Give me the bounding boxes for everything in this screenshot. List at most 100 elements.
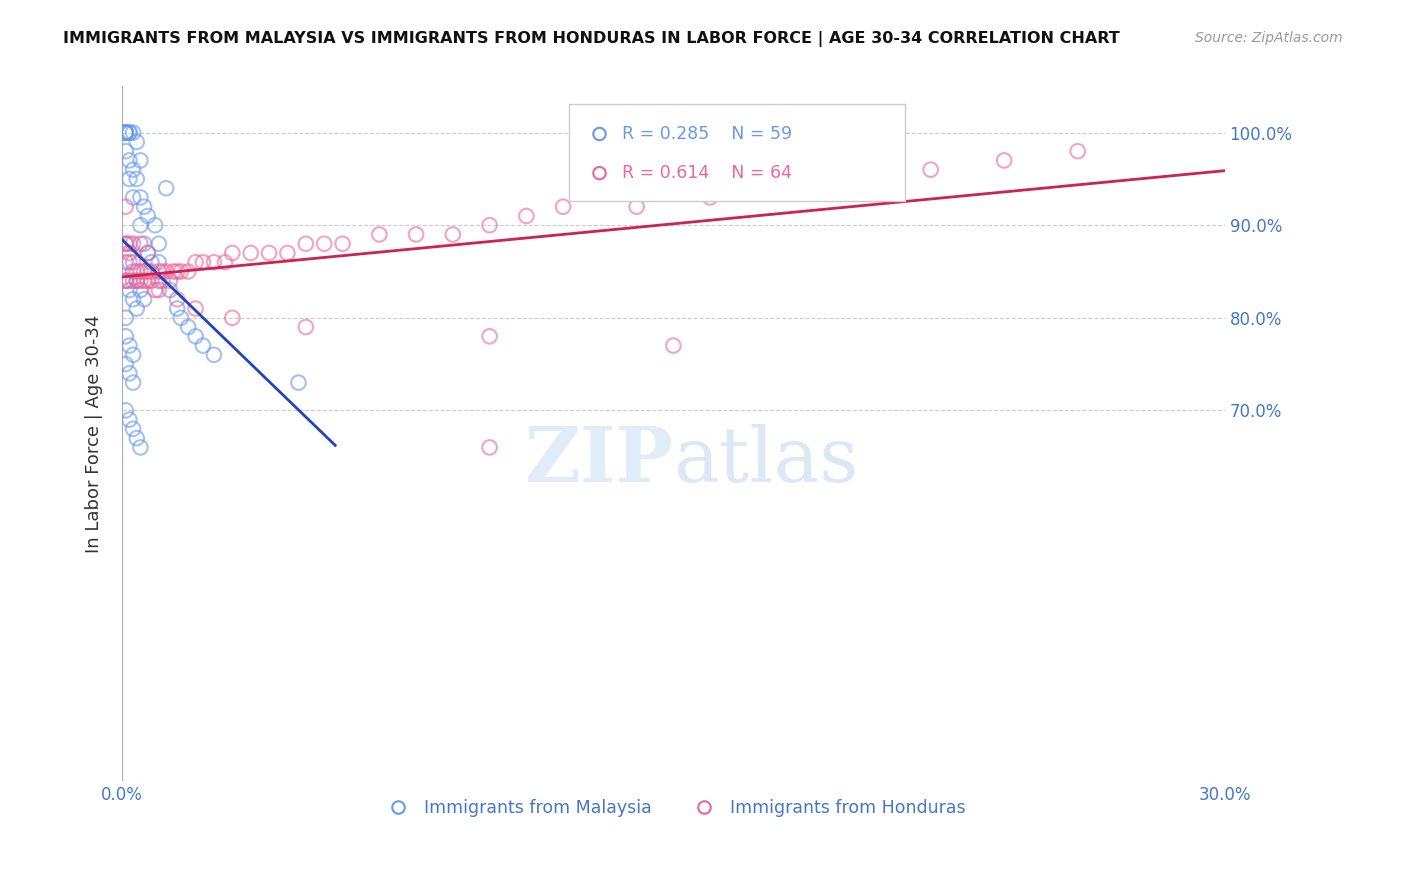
- Point: [114, 274, 136, 288]
- Point: [155, 264, 177, 278]
- Point: [662, 338, 685, 352]
- Point: [129, 218, 152, 232]
- Point: [332, 236, 354, 251]
- Point: [114, 126, 136, 140]
- Text: Source: ZipAtlas.com: Source: ZipAtlas.com: [1195, 31, 1343, 45]
- Point: [118, 283, 141, 297]
- Point: [314, 236, 336, 251]
- Point: [166, 301, 188, 316]
- Point: [122, 348, 145, 362]
- Point: [122, 376, 145, 390]
- Point: [148, 283, 170, 297]
- Point: [129, 190, 152, 204]
- Point: [553, 200, 575, 214]
- Point: [239, 246, 262, 260]
- Point: [129, 283, 152, 297]
- Point: [276, 246, 298, 260]
- Point: [125, 264, 148, 278]
- Point: [125, 301, 148, 316]
- Point: [114, 357, 136, 371]
- Point: [114, 200, 136, 214]
- Point: [214, 255, 236, 269]
- Point: [114, 126, 136, 140]
- Point: [114, 126, 136, 140]
- Point: [118, 246, 141, 260]
- Point: [441, 227, 464, 242]
- Point: [129, 274, 152, 288]
- Point: [118, 412, 141, 426]
- Point: [136, 264, 159, 278]
- Point: [257, 246, 280, 260]
- Point: [405, 227, 427, 242]
- Point: [132, 200, 155, 214]
- Point: [136, 246, 159, 260]
- Point: [132, 293, 155, 307]
- Point: [202, 255, 225, 269]
- Point: [118, 255, 141, 269]
- Text: R = 0.285    N = 59: R = 0.285 N = 59: [621, 125, 792, 143]
- Point: [132, 236, 155, 251]
- Point: [177, 320, 200, 334]
- Point: [114, 329, 136, 343]
- Point: [125, 274, 148, 288]
- Point: [478, 329, 501, 343]
- Point: [184, 301, 207, 316]
- Point: [118, 236, 141, 251]
- Point: [122, 422, 145, 436]
- Point: [772, 181, 794, 195]
- Point: [125, 172, 148, 186]
- Point: [177, 264, 200, 278]
- Point: [118, 126, 141, 140]
- Point: [129, 441, 152, 455]
- Point: [114, 126, 136, 140]
- Text: ZIP: ZIP: [524, 425, 673, 499]
- Point: [122, 190, 145, 204]
- Point: [125, 274, 148, 288]
- Point: [141, 274, 163, 288]
- Point: [114, 236, 136, 251]
- Point: [114, 236, 136, 251]
- Point: [148, 274, 170, 288]
- Point: [122, 162, 145, 177]
- Point: [191, 255, 214, 269]
- Point: [114, 144, 136, 158]
- Point: [166, 264, 188, 278]
- FancyBboxPatch shape: [568, 103, 905, 201]
- Point: [846, 172, 869, 186]
- Point: [478, 218, 501, 232]
- Point: [122, 293, 145, 307]
- Point: [114, 310, 136, 325]
- Point: [132, 264, 155, 278]
- Point: [118, 274, 141, 288]
- Text: atlas: atlas: [673, 425, 859, 499]
- Legend: Immigrants from Malaysia, Immigrants from Honduras: Immigrants from Malaysia, Immigrants fro…: [374, 792, 973, 824]
- Point: [191, 338, 214, 352]
- Point: [699, 190, 721, 204]
- Text: IMMIGRANTS FROM MALAYSIA VS IMMIGRANTS FROM HONDURAS IN LABOR FORCE | AGE 30-34 : IMMIGRANTS FROM MALAYSIA VS IMMIGRANTS F…: [63, 31, 1121, 47]
- Point: [114, 126, 136, 140]
- Point: [118, 338, 141, 352]
- Point: [125, 431, 148, 445]
- Point: [993, 153, 1015, 168]
- Point: [155, 181, 177, 195]
- Point: [295, 320, 318, 334]
- Point: [118, 172, 141, 186]
- Point: [122, 126, 145, 140]
- Point: [478, 441, 501, 455]
- Point: [202, 348, 225, 362]
- Point: [122, 255, 145, 269]
- Point: [118, 126, 141, 140]
- Point: [626, 200, 648, 214]
- Point: [159, 283, 181, 297]
- Point: [122, 274, 145, 288]
- Point: [152, 274, 174, 288]
- Point: [152, 264, 174, 278]
- Point: [920, 162, 942, 177]
- Point: [170, 310, 193, 325]
- Point: [148, 236, 170, 251]
- Point: [515, 209, 537, 223]
- Point: [114, 255, 136, 269]
- Point: [184, 329, 207, 343]
- Point: [159, 274, 181, 288]
- Point: [136, 209, 159, 223]
